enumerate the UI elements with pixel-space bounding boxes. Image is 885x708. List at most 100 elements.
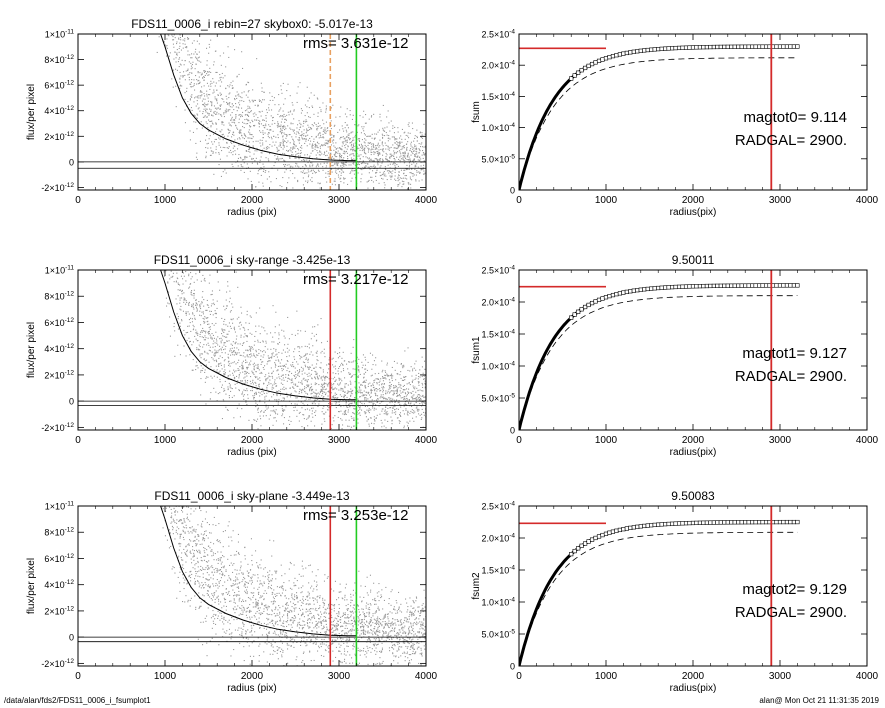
scatter-point: [221, 384, 223, 386]
scatter-point: [254, 419, 256, 421]
scatter-point: [302, 166, 304, 168]
scatter-point: [184, 79, 186, 81]
scatter-point: [402, 152, 404, 154]
scatter-point: [272, 410, 274, 412]
scatter-point: [213, 105, 215, 107]
scatter-point: [286, 164, 288, 166]
scatter-point: [161, 8, 162, 9]
scatter-point: [370, 388, 372, 390]
scatter-point: [342, 364, 344, 366]
scatter-point: [199, 72, 201, 74]
scatter-point: [244, 158, 246, 160]
scatter-point: [365, 368, 367, 370]
scatter-point: [303, 395, 305, 397]
scatter-point: [274, 104, 276, 106]
scatter-point: [380, 419, 382, 421]
scatter-point: [391, 175, 393, 177]
scatter-point: [305, 379, 307, 381]
scatter-point: [197, 108, 199, 110]
scatter-point: [297, 131, 299, 133]
scatter-point: [208, 361, 210, 363]
scatter-point: [411, 392, 413, 394]
scatter-point: [194, 97, 196, 99]
scatter-point: [415, 180, 417, 182]
scatter-point: [306, 128, 308, 130]
scatter-point: [349, 373, 351, 375]
scatter-point: [364, 434, 365, 435]
scatter-point: [360, 132, 362, 134]
scatter-point: [281, 157, 283, 159]
scatter-point: [338, 176, 340, 178]
scatter-point: [258, 391, 260, 393]
scatter-point: [189, 322, 191, 324]
scatter-point: [222, 171, 224, 173]
scatter-point: [224, 147, 226, 149]
scatter-point: [211, 101, 213, 103]
scatter-point: [377, 162, 379, 164]
scatter-point: [322, 136, 324, 138]
scatter-point: [393, 399, 395, 401]
scatter-point: [283, 423, 285, 425]
scatter-point: [324, 379, 326, 381]
scatter-point: [187, 74, 189, 76]
scatter-point: [397, 185, 399, 187]
scatter-point: [350, 388, 352, 390]
scatter-point: [353, 145, 355, 147]
scatter-point: [339, 171, 341, 173]
scatter-point: [370, 142, 372, 144]
scatter-point: [315, 166, 317, 168]
scatter-point: [389, 147, 391, 149]
scatter-point: [257, 170, 259, 172]
scatter-point: [397, 402, 399, 404]
scatter-point: [156, 146, 157, 147]
scatter-point: [201, 296, 203, 298]
scatter-point: [396, 408, 398, 410]
scatter-point: [252, 145, 254, 147]
scatter-point: [280, 375, 282, 377]
scatter-point: [321, 411, 323, 413]
scatter-point: [311, 162, 313, 164]
scatter-point: [347, 145, 349, 147]
scatter-point: [196, 349, 198, 351]
scatter-point: [283, 417, 285, 419]
scatter-point: [359, 407, 361, 409]
scatter-point: [338, 367, 340, 369]
scatter-point: [286, 370, 288, 372]
scatter-point: [377, 398, 379, 400]
scatter-point: [174, 51, 176, 53]
scatter-point: [184, 334, 186, 336]
scatter-point: [292, 386, 294, 388]
scatter-point: [226, 409, 228, 411]
scatter-point: [310, 373, 312, 375]
scatter-point: [364, 405, 366, 407]
scatter-point: [247, 394, 249, 396]
scatter-point: [321, 423, 323, 425]
scatter-point: [284, 160, 286, 162]
scatter-point: [271, 341, 273, 343]
scatter-point: [258, 119, 260, 121]
scatter-point: [305, 121, 307, 123]
scatter-point: [216, 111, 218, 113]
scatter-point: [304, 159, 306, 161]
scatter-point: [219, 378, 221, 380]
scatter-point: [344, 383, 346, 385]
scatter-point: [413, 403, 415, 405]
scatter-point: [371, 385, 373, 387]
scatter-point: [235, 116, 237, 118]
scatter-point: [210, 80, 212, 82]
scatter-point: [205, 157, 207, 159]
scatter-point: [417, 381, 419, 383]
scatter-point: [351, 169, 353, 171]
scatter-point: [200, 61, 202, 63]
scatter-point: [382, 173, 384, 175]
scatter-point: [314, 148, 316, 150]
scatter-point: [278, 158, 280, 160]
scatter-point: [252, 363, 254, 365]
scatter-point: [255, 382, 257, 384]
scatter-point: [298, 158, 300, 160]
scatter-point: [204, 381, 206, 383]
scatter-point: [349, 391, 351, 393]
scatter-point: [315, 410, 317, 412]
scatter-point: [278, 373, 280, 375]
scatter-point: [258, 126, 260, 128]
